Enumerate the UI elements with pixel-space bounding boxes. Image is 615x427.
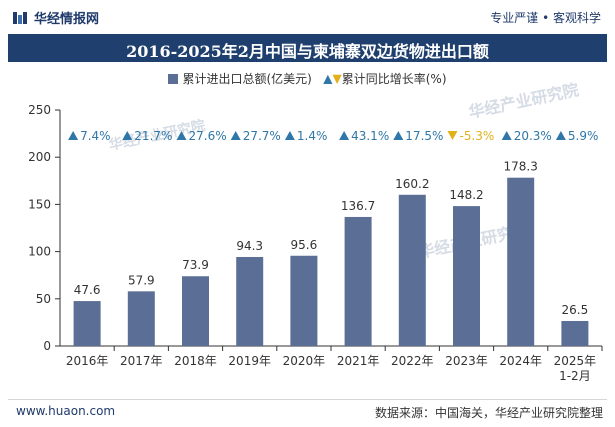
x-tick-label: 2021年 xyxy=(337,354,380,368)
bar xyxy=(561,320,589,346)
growth-up-triangle-icon xyxy=(122,131,133,140)
legend-bar-label: 累计进出口总额(亿美元) xyxy=(182,72,312,86)
title-bar: 2016-2025年2月中国与柬埔寨双边货物进出口额 xyxy=(8,34,607,62)
growth-label: 20.3% xyxy=(514,129,552,143)
brand-name: 华经情报网 xyxy=(34,12,100,27)
axes: 0 50 100 150 200 250 2016年 2017年 2018年 2019年 2020年… xyxy=(28,103,603,383)
growth-up-triangle-icon xyxy=(284,131,295,140)
growth-up-triangle-icon xyxy=(176,131,187,140)
bar-value-label: 73.9 xyxy=(182,258,209,272)
bar-value-label: 160.2 xyxy=(395,177,429,191)
legend-bar-swatch xyxy=(168,73,179,84)
growth-label: -5.3% xyxy=(460,129,495,143)
bar xyxy=(73,301,101,346)
growth-up-triangle-icon xyxy=(339,131,350,140)
brand: 华经情报网 xyxy=(12,8,99,27)
x-tick-label: 2020年 xyxy=(283,354,326,368)
growth-up-triangle-icon xyxy=(555,131,566,140)
growth-up-triangle-icon xyxy=(68,131,79,140)
growth-up-triangle-icon xyxy=(230,131,241,140)
footer-divider xyxy=(8,399,607,400)
footer-source: 数据来源：中国海关，华经产业研究院整理 xyxy=(374,406,603,420)
footer-site: www.huaon.com xyxy=(16,404,116,418)
bar-value-label: 148.2 xyxy=(449,188,483,202)
x-tick-label: 2019年 xyxy=(228,354,271,368)
growth-label: 27.6% xyxy=(189,129,227,143)
svg-text:华经产业研究院: 华经产业研究院 xyxy=(467,80,581,122)
bar xyxy=(236,256,264,346)
legend: 累计进出口总额(亿美元) ▲▼累计同比增长率(%) xyxy=(0,70,615,87)
bar xyxy=(290,255,318,346)
bar xyxy=(127,291,155,346)
bar-value-label: 95.6 xyxy=(291,238,318,252)
bar xyxy=(453,206,480,346)
growth-down-triangle-icon xyxy=(447,131,458,140)
x-tick-label: 2024年 xyxy=(499,354,542,368)
bar xyxy=(507,177,535,346)
x-tick-label: 2023年 xyxy=(445,354,488,368)
x-tick-label: 2016年 xyxy=(66,354,109,368)
y-tick-label: 50 xyxy=(36,292,51,306)
brand-logo-icon xyxy=(13,11,27,24)
growth-labels: 7.4% 21.7% 27.6% 27.7% 1.4% 43.1% 17.5% -5.3% 20… xyxy=(68,129,598,143)
bars: 47.6 57.9 73.9 94.3 95.6 136.7 160.2 148.2 178.3… xyxy=(73,160,589,346)
growth-label: 1.4% xyxy=(297,129,328,143)
bar-value-label: 57.9 xyxy=(128,273,155,287)
y-tick-label: 0 xyxy=(43,339,51,353)
y-tick-label: 150 xyxy=(28,197,51,211)
bar-chart: 华经产业研究院 华经产业研究院 华经产业研究院 0501001502002502… xyxy=(28,80,603,383)
chart-title: 2016-2025年2月中国与柬埔寨双边货物进出口额 xyxy=(126,42,489,61)
bar-value-label: 47.6 xyxy=(74,283,101,297)
bar xyxy=(398,194,426,346)
header-bar: 华经情报网 专业严谨 • 客观科学 xyxy=(0,0,615,34)
growth-label: 27.7% xyxy=(243,129,281,143)
y-tick-label: 250 xyxy=(28,103,51,117)
growth-label: 21.7% xyxy=(134,129,172,143)
legend-down-triangle-icon: ▼ xyxy=(332,71,342,86)
bar-value-label: 178.3 xyxy=(504,160,538,174)
bar xyxy=(182,276,209,346)
growth-label: 5.9% xyxy=(568,129,599,143)
x-tick-label: 2025年 1-2月 xyxy=(554,354,597,383)
x-tick-label: 2022年 xyxy=(391,354,434,368)
growth-label: 17.5% xyxy=(405,129,443,143)
y-tick-label: 100 xyxy=(28,245,51,259)
y-tick-label: 200 xyxy=(28,150,51,164)
growth-label: 7.4% xyxy=(80,129,111,143)
growth-label: 43.1% xyxy=(351,129,389,143)
bar-value-label: 94.3 xyxy=(236,239,263,253)
growth-up-triangle-icon xyxy=(393,131,404,140)
x-tick-label: 2018年 xyxy=(174,354,217,368)
x-tick-label: 2017年 xyxy=(120,354,163,368)
bar-value-label: 136.7 xyxy=(341,199,375,213)
growth-up-triangle-icon xyxy=(501,131,512,140)
legend-line-label: 累计同比增长率(%) xyxy=(341,72,447,86)
bar-value-label: 26.5 xyxy=(562,303,589,317)
bar xyxy=(344,216,372,346)
tagline: 专业严谨 • 客观科学 xyxy=(490,11,601,25)
legend-up-triangle-icon: ▲ xyxy=(323,71,333,86)
